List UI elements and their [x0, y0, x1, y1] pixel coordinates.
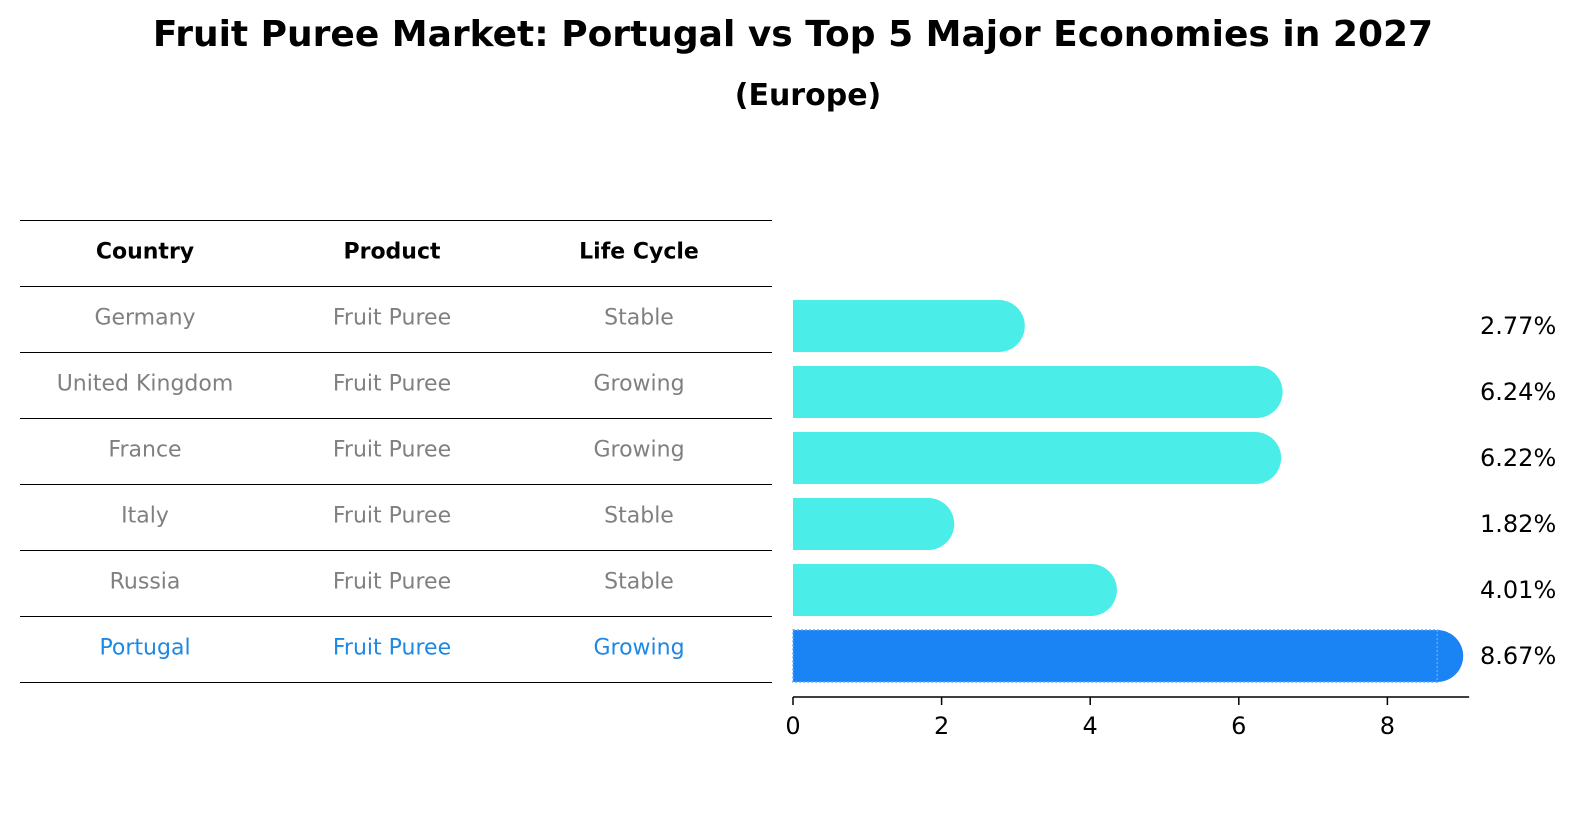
table-cell-product: Fruit Puree — [332, 371, 452, 397]
table-cell-country-highlight: Portugal — [99, 635, 191, 661]
table-cell-product: Fruit Puree — [332, 305, 452, 331]
bar — [793, 498, 955, 550]
chart-subtitle: (Europe) — [734, 78, 882, 113]
bar-value-label: 1.82% — [1480, 510, 1556, 538]
table-cell-country: Germany — [94, 305, 196, 331]
bar-value-label: 2.77% — [1480, 312, 1556, 340]
table-rule — [20, 550, 772, 551]
table-cell-product-highlight: Fruit Puree — [332, 635, 452, 661]
table-cell-life-cycle-highlight: Growing — [593, 635, 685, 661]
table-cell-country: France — [108, 437, 182, 463]
x-axis-tick-label: 6 — [1231, 712, 1246, 740]
table-cell-life-cycle: Growing — [593, 371, 685, 397]
table-rule — [20, 484, 772, 485]
bar — [793, 564, 1117, 616]
x-axis-tick-label: 2 — [934, 712, 949, 740]
column-header-life-cycle: Life Cycle — [579, 239, 699, 265]
bar — [793, 432, 1282, 484]
table-rule — [20, 682, 772, 683]
column-header-product: Product — [343, 239, 441, 265]
table-cell-country: Russia — [109, 569, 181, 595]
column-header-country: Country — [95, 239, 195, 265]
table-cell-product: Fruit Puree — [332, 437, 452, 463]
table-cell-country: United Kingdom — [56, 371, 234, 397]
chart-title: Fruit Puree Market: Portugal vs Top 5 Ma… — [152, 14, 1434, 55]
table-rule — [20, 220, 772, 221]
x-axis-tick-label: 0 — [785, 712, 800, 740]
table-cell-product: Fruit Puree — [332, 569, 452, 595]
table-cell-life-cycle: Stable — [604, 305, 674, 331]
bar — [793, 366, 1283, 418]
bar-value-label: 8.67% — [1480, 642, 1556, 670]
bar-value-label: 6.22% — [1480, 444, 1556, 472]
table-cell-life-cycle: Stable — [604, 503, 674, 529]
table-rule — [20, 352, 772, 353]
x-axis-tick-label: 4 — [1083, 712, 1098, 740]
table-rule — [20, 418, 772, 419]
table-rule — [20, 616, 772, 617]
table-rule — [20, 286, 772, 287]
table-cell-life-cycle: Growing — [593, 437, 685, 463]
bar — [793, 300, 1025, 352]
table-cell-product: Fruit Puree — [332, 503, 452, 529]
table-cell-country: Italy — [121, 503, 169, 529]
bar-highlight — [793, 630, 1464, 682]
bar-value-label: 4.01% — [1480, 576, 1556, 604]
table-cell-life-cycle: Stable — [604, 569, 674, 595]
x-axis-tick-label: 8 — [1380, 712, 1395, 740]
bar-value-label: 6.24% — [1480, 378, 1556, 406]
